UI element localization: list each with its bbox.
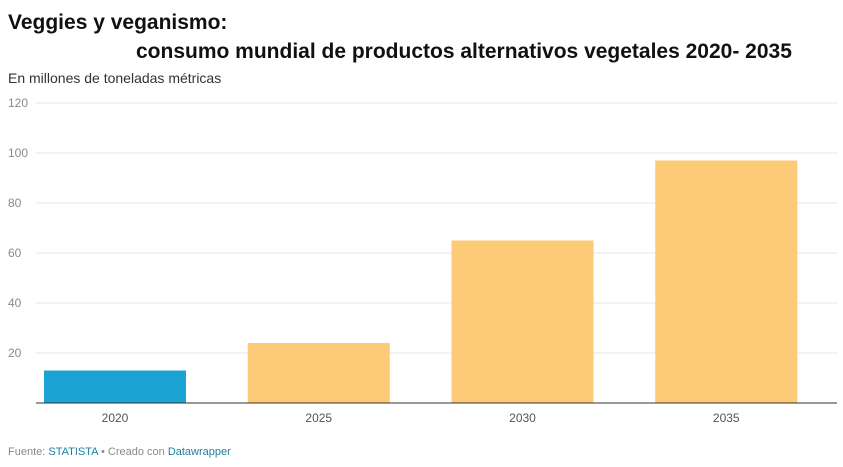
- y-tick-label: 80: [8, 196, 22, 210]
- footer-separator: •: [100, 446, 105, 458]
- y-tick-label: 100: [8, 146, 28, 160]
- source-label: Fuente:: [8, 446, 46, 458]
- x-tick-label: 2025: [305, 411, 332, 425]
- y-tick-label: 40: [8, 296, 22, 310]
- chart-subtitle: En millones de toneladas métricas: [8, 70, 222, 86]
- chart-title: Veggies y veganismo: consumo mundial de …: [8, 8, 792, 66]
- y-tick-label: 60: [8, 246, 22, 260]
- bar-2035: [655, 160, 798, 403]
- x-tick-label: 2030: [509, 411, 536, 425]
- bar-2025: [247, 343, 390, 403]
- bar-2020: [44, 370, 186, 403]
- bar-chart: 20 40 60 80 100 120 2020 2025 2030 2035: [8, 96, 837, 425]
- bar-2030: [451, 240, 594, 403]
- title-line-2: consumo mundial de productos alternativo…: [136, 40, 792, 63]
- title-line-1: Veggies y veganismo:: [8, 11, 228, 34]
- y-tick-label: 120: [8, 96, 28, 110]
- source-link[interactable]: STATISTA: [48, 446, 98, 458]
- y-tick-label: 20: [8, 346, 22, 360]
- datawrapper-link[interactable]: Datawrapper: [167, 446, 231, 458]
- x-tick-label: 2020: [102, 411, 129, 425]
- x-tick-label: 2035: [713, 411, 740, 425]
- created-label: Creado con: [107, 446, 165, 458]
- footer: Fuente: STATISTA • Creado con Datawrappe…: [8, 446, 231, 458]
